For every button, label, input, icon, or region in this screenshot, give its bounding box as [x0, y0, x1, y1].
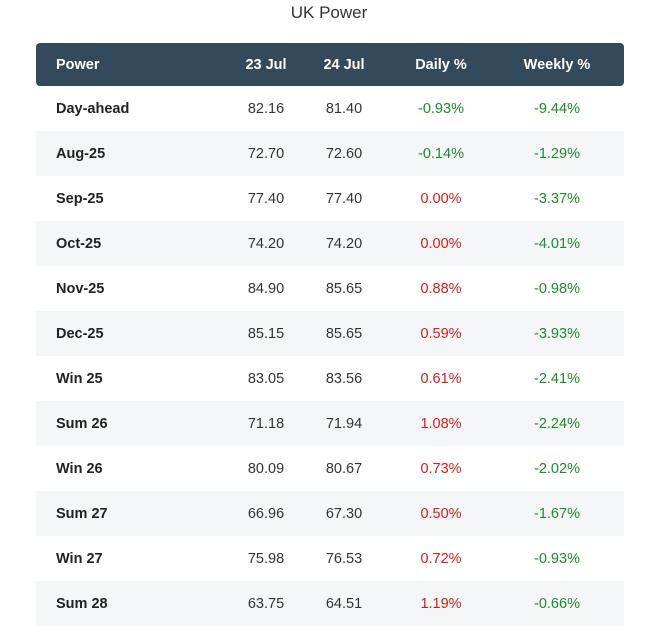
row-price-23-jul: 77.40 — [247, 190, 285, 207]
row-daily-change: 0.00% — [420, 190, 462, 207]
table-row: Win 26 80.09 80.67 0.73% -2.02% — [36, 446, 624, 491]
row-weekly-change: -2.24% — [534, 415, 580, 432]
row-price-23-jul: 74.20 — [247, 235, 285, 252]
table-body: Day-ahead 82.16 81.40 -0.93% -9.44% Aug-25 72.… — [36, 86, 624, 626]
row-price-24-jul: 64.51 — [325, 595, 363, 612]
row-weekly-change: -4.01% — [534, 235, 580, 252]
row-contract-name: Sum 27 — [56, 505, 108, 522]
row-price-23-jul: 84.90 — [247, 280, 285, 297]
table-row: Day-ahead 82.16 81.40 -0.93% -9.44% — [36, 86, 624, 131]
table-row: Sum 28 63.75 64.51 1.19% -0.66% — [36, 581, 624, 626]
row-contract-name: Oct-25 — [56, 235, 102, 252]
row-daily-change: 0.50% — [420, 505, 462, 522]
row-price-24-jul: 72.60 — [325, 145, 363, 162]
row-contract-name: Sum 28 — [56, 595, 108, 612]
row-weekly-change: -0.93% — [534, 550, 580, 567]
row-daily-change: 0.59% — [420, 325, 462, 342]
row-daily-change: -0.14% — [418, 145, 464, 162]
row-price-23-jul: 80.09 — [247, 460, 285, 477]
header-23-jul[interactable]: 23 Jul — [245, 56, 287, 73]
table-row: Dec-25 85.15 85.65 0.59% -3.93% — [36, 311, 624, 356]
row-weekly-change: -0.66% — [534, 595, 580, 612]
table-title: UK Power — [290, 3, 368, 22]
row-weekly-change: -3.37% — [534, 190, 580, 207]
table-row: Oct-25 74.20 74.20 0.00% -4.01% — [36, 221, 624, 266]
table-row: Nov-25 84.90 85.65 0.88% -0.98% — [36, 266, 624, 311]
row-contract-name: Sep-25 — [56, 190, 104, 207]
row-price-23-jul: 82.16 — [247, 100, 285, 117]
row-contract-name: Win 27 — [56, 550, 103, 567]
row-daily-change: -0.93% — [418, 100, 464, 117]
row-daily-change: 1.19% — [420, 595, 462, 612]
row-price-23-jul: 66.96 — [247, 505, 285, 522]
row-price-24-jul: 85.65 — [325, 325, 363, 342]
row-contract-name: Dec-25 — [56, 325, 104, 342]
table-row: Win 27 75.98 76.53 0.72% -0.93% — [36, 536, 624, 581]
header-weekly-pct[interactable]: Weekly % — [523, 56, 591, 73]
row-contract-name: Nov-25 — [56, 280, 105, 297]
row-contract-name: Win 26 — [56, 460, 103, 477]
header-power[interactable]: Power — [56, 56, 100, 73]
row-daily-change: 0.88% — [420, 280, 462, 297]
row-contract-name: Sum 26 — [56, 415, 108, 432]
row-weekly-change: -9.44% — [534, 100, 580, 117]
table-row: Sum 27 66.96 67.30 0.50% -1.67% — [36, 491, 624, 536]
row-price-23-jul: 72.70 — [247, 145, 285, 162]
uk-power-table: Power 23 Jul 24 Jul Daily % Weekly % Day… — [36, 43, 624, 626]
row-weekly-change: -1.29% — [534, 145, 580, 162]
row-price-24-jul: 85.65 — [325, 280, 363, 297]
row-price-24-jul: 83.56 — [325, 370, 363, 387]
row-daily-change: 1.08% — [420, 415, 462, 432]
row-price-24-jul: 74.20 — [325, 235, 363, 252]
row-daily-change: 0.72% — [420, 550, 462, 567]
row-price-23-jul: 71.18 — [247, 415, 285, 432]
row-price-23-jul: 75.98 — [247, 550, 285, 567]
row-contract-name: Aug-25 — [56, 145, 106, 162]
header-24-jul[interactable]: 24 Jul — [323, 56, 365, 73]
table-row: Sum 26 71.18 71.94 1.08% -2.24% — [36, 401, 624, 446]
row-contract-name: Day-ahead — [56, 100, 130, 117]
row-weekly-change: -2.02% — [534, 460, 580, 477]
table-row: Sep-25 77.40 77.40 0.00% -3.37% — [36, 176, 624, 221]
table-header-row: Power 23 Jul 24 Jul Daily % Weekly % — [36, 43, 624, 86]
row-daily-change: 0.00% — [420, 235, 462, 252]
row-daily-change: 0.73% — [420, 460, 462, 477]
row-price-23-jul: 85.15 — [247, 325, 285, 342]
header-daily-pct[interactable]: Daily % — [415, 56, 467, 73]
row-weekly-change: -2.41% — [534, 370, 580, 387]
row-contract-name: Win 25 — [56, 370, 103, 387]
row-price-24-jul: 81.40 — [325, 100, 363, 117]
row-daily-change: 0.61% — [420, 370, 462, 387]
table-row: Aug-25 72.70 72.60 -0.14% -1.29% — [36, 131, 624, 176]
row-price-24-jul: 67.30 — [325, 505, 363, 522]
row-price-23-jul: 83.05 — [247, 370, 285, 387]
row-weekly-change: -1.67% — [534, 505, 580, 522]
row-weekly-change: -3.93% — [534, 325, 580, 342]
row-weekly-change: -0.98% — [534, 280, 580, 297]
row-price-24-jul: 76.53 — [325, 550, 363, 567]
row-price-24-jul: 71.94 — [325, 415, 363, 432]
table-row: Win 25 83.05 83.56 0.61% -2.41% — [36, 356, 624, 401]
row-price-24-jul: 77.40 — [325, 190, 363, 207]
row-price-24-jul: 80.67 — [325, 460, 363, 477]
row-price-23-jul: 63.75 — [247, 595, 285, 612]
